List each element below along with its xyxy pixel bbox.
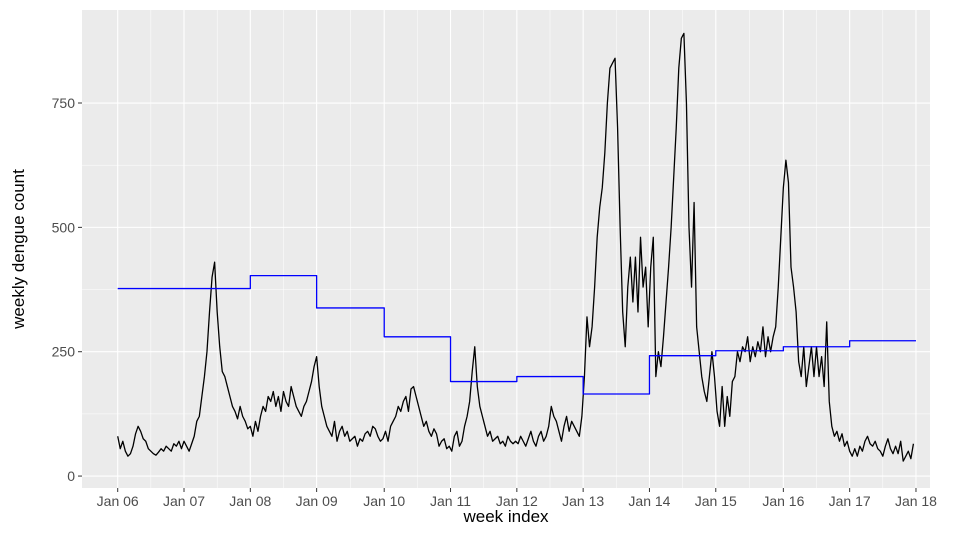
axes: 0 250 500 750 Jan 06 Jan 07 Jan 08 Jan 09 Jan 10… bbox=[52, 95, 938, 509]
x-tick-label: Jan 08 bbox=[229, 493, 271, 509]
data-line bbox=[117, 274, 916, 395]
x-tick-label: Jan 18 bbox=[895, 493, 937, 509]
x-tick-label: Jan 17 bbox=[829, 493, 871, 509]
x-tick-label: Jan 14 bbox=[628, 493, 670, 509]
x-tick-label: Jan 06 bbox=[97, 493, 139, 509]
grid bbox=[82, 10, 930, 488]
y-tick-label: 750 bbox=[52, 95, 76, 111]
x-tick-label: Jan 09 bbox=[296, 493, 338, 509]
x-axis-title: week index bbox=[462, 507, 549, 526]
y-tick-label: 250 bbox=[52, 344, 76, 360]
x-tick-label: Jan 11 bbox=[430, 493, 471, 509]
panel bbox=[82, 10, 930, 488]
y-tick-label: 0 bbox=[67, 468, 75, 484]
x-tick-label: Jan 16 bbox=[762, 493, 804, 509]
data-line bbox=[117, 32, 915, 462]
marks bbox=[117, 32, 916, 462]
x-tick-label: Jan 07 bbox=[163, 493, 205, 509]
x-tick-label: Jan 15 bbox=[695, 493, 737, 509]
y-tick-label: 500 bbox=[52, 219, 76, 235]
x-tick-label: Jan 12 bbox=[496, 493, 538, 509]
y-axis-title: weekly dengue count bbox=[9, 169, 28, 330]
x-tick-label: Jan 10 bbox=[363, 493, 405, 509]
x-tick-label: Jan 13 bbox=[562, 493, 604, 509]
